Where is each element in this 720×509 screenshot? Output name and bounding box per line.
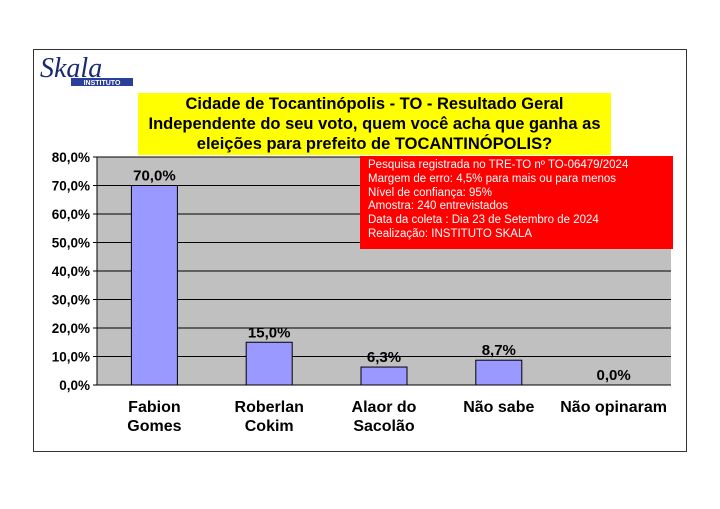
info-line-date: Data da coleta : Dia 23 de Setembro de 2… bbox=[368, 214, 599, 227]
x-category-label: Sacolão bbox=[353, 418, 415, 435]
bar bbox=[130, 185, 178, 386]
skala-logo: Skala INSTITUTO bbox=[40, 53, 133, 87]
x-category-label: Não opinaram bbox=[560, 399, 667, 416]
chart-title: Cidade de Tocantinópolis - TO - Resultad… bbox=[138, 93, 611, 155]
bars: 70,0% 15,0% 6,3% 8,7% 0,0% bbox=[130, 168, 631, 386]
logo-sub: INSTITUTO bbox=[84, 80, 121, 87]
y-tick-label: 50,0% bbox=[52, 236, 90, 251]
title-line-3: eleições para prefeito de TOCANTINÓPOLIS… bbox=[196, 135, 553, 153]
title-line-2: Independente do seu voto, quem você acha… bbox=[148, 115, 601, 133]
bar-value-label: 6,3% bbox=[367, 349, 401, 366]
x-category-label: Roberlan bbox=[235, 399, 304, 416]
bar bbox=[475, 359, 523, 386]
survey-info-box: Pesquisa registrada no TRE-TO nº TO-0647… bbox=[360, 156, 673, 249]
x-category-label: Gomes bbox=[127, 418, 181, 435]
x-category-label: Alaor do bbox=[352, 399, 417, 416]
y-tick-label: 80,0% bbox=[52, 150, 90, 165]
y-tick-label: 30,0% bbox=[52, 293, 90, 308]
x-category-label: Cokim bbox=[245, 418, 294, 435]
y-tick-label: 20,0% bbox=[52, 321, 90, 336]
bar bbox=[245, 341, 293, 386]
y-tick-label: 60,0% bbox=[52, 207, 90, 222]
info-line-registration: Pesquisa registrada no TRE-TO nº TO-0647… bbox=[368, 159, 629, 171]
bar-value-label: 15,0% bbox=[248, 324, 291, 341]
info-line-author: Realização: INSTITUTO SKALA bbox=[368, 227, 533, 240]
x-axis-labels: Fabion Gomes Roberlan Cokim Alaor do Sacolão N… bbox=[127, 399, 667, 435]
y-tick-label: 40,0% bbox=[52, 264, 90, 279]
x-category-label: Não sabe bbox=[463, 399, 534, 416]
info-line-margin: Margem de erro: 4,5% para mais ou para m… bbox=[368, 172, 617, 185]
info-line-sample: Amostra: 240 entrevistados bbox=[368, 200, 508, 213]
y-tick-label: 70,0% bbox=[52, 179, 90, 194]
bar-value-label: 70,0% bbox=[133, 168, 176, 185]
y-tick-label: 0,0% bbox=[59, 378, 90, 393]
x-category-label: Fabion bbox=[128, 399, 180, 416]
bar-value-label: 0,0% bbox=[596, 367, 630, 384]
title-line-1: Cidade de Tocantinópolis - TO - Resultad… bbox=[185, 95, 564, 113]
bar bbox=[360, 366, 408, 386]
bar-value-label: 8,7% bbox=[482, 342, 516, 359]
info-line-confidence: Nível de confiança: 95% bbox=[368, 186, 493, 199]
y-tick-label: 10,0% bbox=[52, 350, 90, 365]
